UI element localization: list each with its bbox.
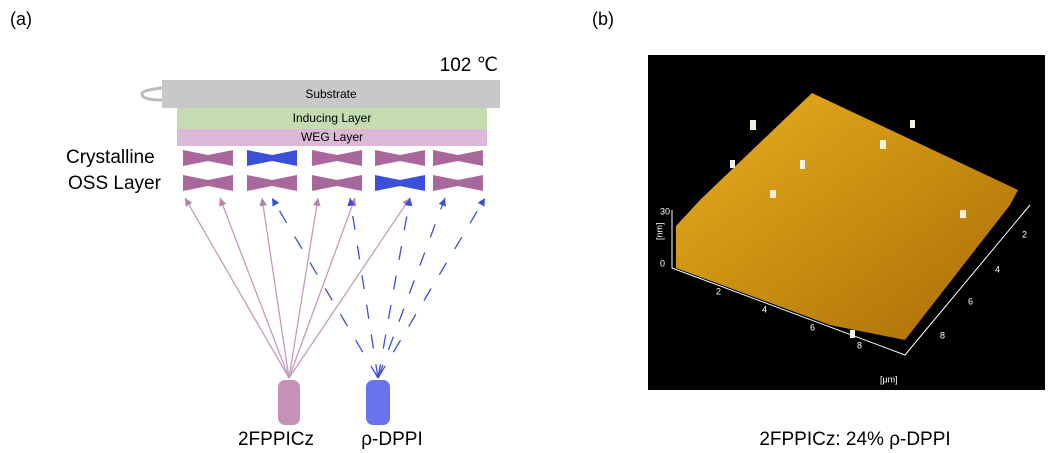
holder — [142, 88, 162, 100]
arrow — [289, 198, 318, 378]
arrow — [289, 198, 410, 378]
figure: (a) 102 ℃ Substrate Inducing Layer WEG L… — [0, 0, 1048, 453]
x-tick: 8 — [857, 340, 862, 350]
molecule — [433, 175, 483, 191]
z-tick: 30 — [660, 206, 670, 216]
y-tick: 4 — [995, 264, 1000, 274]
layer-label: Substrate — [305, 87, 357, 101]
layer-label: WEG Layer — [301, 130, 363, 144]
caption: 2FPPICz: 24% ρ-DPPI — [759, 429, 950, 450]
molecule — [433, 150, 483, 166]
arrow — [378, 198, 445, 378]
x-tick: 2 — [716, 286, 721, 296]
x-tick: 6 — [810, 322, 815, 332]
molecule — [312, 150, 362, 166]
molecule — [183, 175, 233, 191]
molecule — [247, 175, 297, 191]
arrow — [220, 198, 289, 378]
arrow — [185, 198, 289, 378]
arrow — [272, 198, 378, 378]
oss-label: OSS Layer — [68, 173, 162, 194]
layer-label: Inducing Layer — [293, 111, 372, 125]
y-tick: 2 — [1022, 229, 1027, 239]
molecule — [183, 150, 233, 166]
deposition-arrows — [185, 198, 485, 378]
temperature: 102 ℃ — [440, 55, 498, 76]
source-label: ρ-DPPI — [361, 429, 422, 450]
arrow — [289, 198, 355, 378]
arrow — [350, 198, 378, 378]
panel-label: (a) — [10, 9, 32, 29]
z-unit: [nm] — [654, 222, 664, 240]
molecule — [375, 150, 425, 166]
arrow — [262, 198, 289, 378]
oss-label: Crystalline — [66, 147, 155, 168]
x-unit: [μm] — [880, 374, 898, 384]
molecule — [375, 175, 425, 191]
source-2fppicz — [278, 380, 300, 425]
panel-label: (b) — [592, 9, 614, 29]
y-tick: 8 — [940, 330, 945, 340]
source-label: 2FPPICz — [238, 429, 314, 450]
source-dppi — [366, 380, 390, 425]
molecule — [247, 150, 297, 166]
molecules — [183, 150, 483, 191]
y-tick: 6 — [968, 296, 973, 306]
molecule — [312, 175, 362, 191]
z-tick: 0 — [660, 258, 665, 268]
x-tick: 4 — [762, 304, 767, 314]
